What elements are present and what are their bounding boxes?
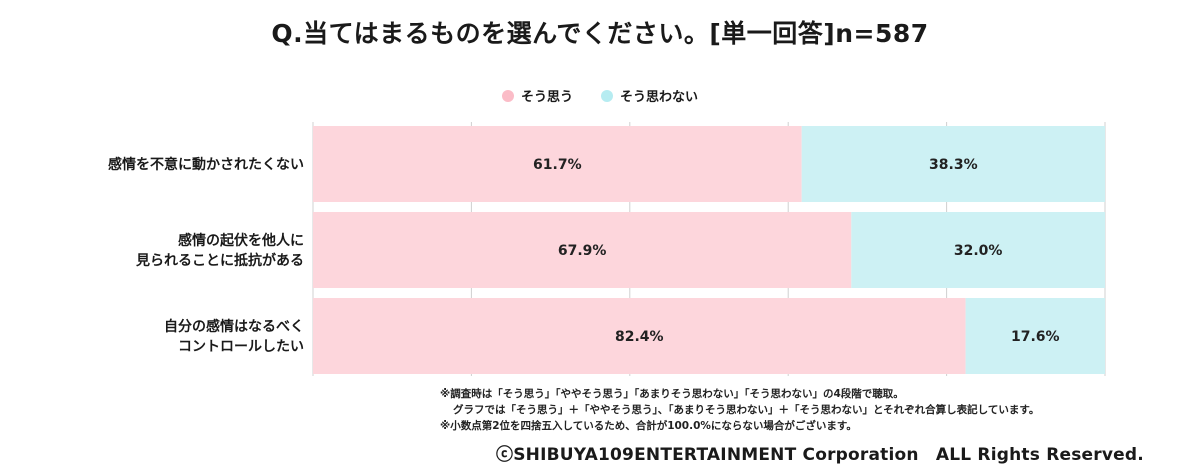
category-label-0: 感情を不意に動かされたくない <box>108 156 304 173</box>
data-label-agree-2: 82.4% <box>615 329 664 345</box>
legend-item-agree: そう思う <box>501 86 573 105</box>
copyright: ⓒSHIBUYA109ENTERTAINMENT Corporation ALL… <box>496 445 1144 465</box>
data-label-agree-0: 61.7% <box>533 157 582 173</box>
bar-agree-1 <box>313 212 852 288</box>
legend-swatch-agree <box>501 89 514 102</box>
bar-agree-2 <box>313 298 966 374</box>
footnote-2: グラフでは「そう思う」＋「ややそう思う」、「あまりそう思わない」＋「そう思わない… <box>453 404 1040 416</box>
bar-disagree-2 <box>965 298 1105 374</box>
legend-item-disagree: そう思わない <box>601 86 698 105</box>
data-label-agree-1: 67.9% <box>558 243 607 259</box>
footnotes: ※調査時は「そう思う」「ややそう思う」「あまりそう思わない」「そう思わない」の4… <box>440 386 1039 434</box>
bar-agree-0 <box>313 126 802 202</box>
bar-disagree-0 <box>801 126 1105 202</box>
legend: そう思う そう思わない <box>0 86 1200 105</box>
chart-title: Q.当てはまるものを選んでください。[単一回答]n=587 <box>271 19 929 48</box>
category-label-2: 自分の感情はなるべくコントロールしたい <box>164 318 304 355</box>
legend-label-disagree: そう思わない <box>620 90 699 105</box>
category-label-1: 感情の起伏を他人に見られることに抵抗がある <box>135 232 304 269</box>
legend-label-agree: そう思う <box>520 90 573 105</box>
data-label-disagree-1: 32.0% <box>954 243 1003 259</box>
legend-swatch-disagree <box>601 89 613 102</box>
bar-disagree-1 <box>851 212 1105 288</box>
data-label-disagree-0: 38.3% <box>929 157 978 173</box>
data-label-disagree-2: 17.6% <box>1011 329 1060 345</box>
footnote-3: ※小数点第2位を四捨五入しているため、合計が100.0%にならない場合がございま… <box>440 420 857 432</box>
footnote-1: ※調査時は「そう思う」「ややそう思う」「あまりそう思わない」「そう思わない」の4… <box>440 388 904 400</box>
